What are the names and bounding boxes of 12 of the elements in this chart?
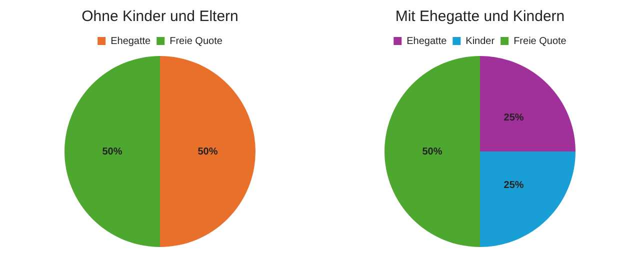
data-label: 25%: [504, 180, 524, 192]
data-label: 50%: [102, 146, 122, 158]
data-label: 50%: [422, 146, 442, 158]
chart-title: Mit Ehegatte und Kindern: [395, 8, 565, 26]
legend-label: Ehegatte: [406, 36, 448, 47]
chart-title: Ohne Kinder und Eltern: [82, 8, 238, 26]
legend-label: Freie Quote: [170, 36, 223, 47]
data-label: 25%: [504, 112, 524, 124]
legend-label: Kinder: [466, 36, 496, 47]
legend-label: Freie Quote: [514, 36, 567, 47]
data-label: 50%: [198, 146, 218, 158]
legend-label: Ehegatte: [110, 36, 152, 47]
